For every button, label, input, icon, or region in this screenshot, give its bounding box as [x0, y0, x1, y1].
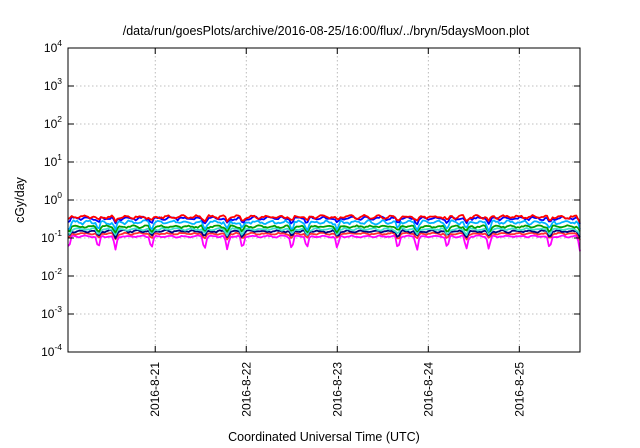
- series-line: [67, 213, 581, 224]
- y-axis: 10-4 10-3 10-2 10-1 100 101 102 103 104: [41, 38, 580, 359]
- y-tick-label: 101: [44, 152, 62, 169]
- y-tick-label: 104: [44, 38, 62, 55]
- series-line: [67, 231, 581, 241]
- y-tick-label: 10-4: [41, 342, 62, 359]
- chart-title: /data/run/goesPlots/archive/2016-08-25/1…: [123, 24, 530, 38]
- x-axis-label: Coordinated Universal Time (UTC): [228, 430, 420, 444]
- grid: [68, 48, 580, 352]
- y-tick-label: 10-2: [41, 266, 62, 283]
- x-tick-label: 2016-8-25: [512, 362, 526, 417]
- x-tick-label: 2016-8-24: [421, 362, 435, 417]
- x-tick-label: 2016-8-22: [239, 362, 253, 417]
- y-tick-label: 10-1: [41, 228, 62, 245]
- x-axis: 2016-8-21 2016-8-22 2016-8-23 2016-8-24 2016…: [148, 48, 526, 417]
- series-line: [67, 224, 581, 234]
- y-tick-label: 102: [44, 114, 62, 131]
- series-line: [67, 226, 581, 237]
- y-axis-label: cGy/day: [13, 176, 27, 223]
- series-line: [67, 228, 581, 240]
- y-tick-label: 10-3: [41, 304, 62, 321]
- x-tick-label: 2016-8-21: [148, 362, 162, 417]
- y-tick-label: 100: [44, 190, 62, 207]
- plot-series: [67, 213, 581, 252]
- series-line: [67, 234, 581, 252]
- y-tick-label: 103: [44, 76, 62, 93]
- series-line: [67, 219, 581, 233]
- x-tick-label: 2016-8-23: [330, 362, 344, 417]
